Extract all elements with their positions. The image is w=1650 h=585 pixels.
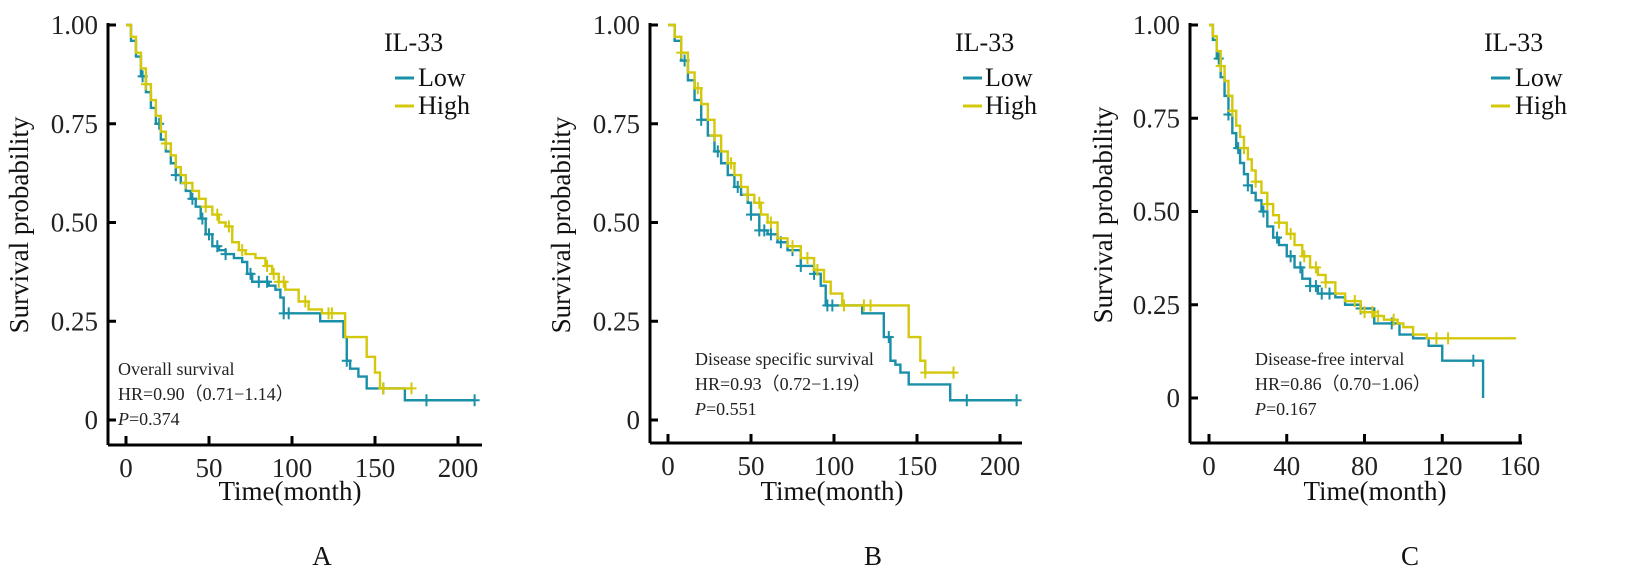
stats-annotation: Disease-free interval HR=0.86（0.70−1.06）…	[1254, 349, 1431, 419]
panel-label: B	[864, 541, 882, 571]
y-tick-label: 0.75	[1133, 103, 1180, 133]
annotation-hr: HR=0.93（0.72−1.19）	[695, 374, 871, 394]
p-label: P	[694, 399, 706, 419]
annotation-p: P=0.374	[117, 409, 180, 429]
y-axis-title: Survival probability	[546, 116, 576, 333]
legend: IL-33 Low High	[384, 28, 470, 120]
y-tick-label: 0.25	[1133, 290, 1180, 320]
annotation-title: Overall survival	[118, 359, 234, 379]
x-tick-label: 40	[1273, 451, 1300, 481]
y-tick-label: 0.25	[593, 306, 640, 336]
x-tick-label: 120	[1422, 451, 1463, 481]
legend-title: IL-33	[955, 28, 1014, 57]
km-curve-high	[126, 23, 412, 390]
legend: IL-33 Low High	[1484, 28, 1567, 120]
legend-label-high: High	[1515, 91, 1567, 120]
legend-label-low: Low	[985, 63, 1033, 92]
x-tick-label: 80	[1351, 451, 1378, 481]
annotation-title: Disease specific survival	[695, 349, 874, 369]
annotation-hr: HR=0.86（0.70−1.06）	[1255, 374, 1431, 394]
y-tick-label: 0	[85, 405, 99, 435]
y-tick-label: 1.00	[593, 10, 640, 40]
x-tick-label: 50	[738, 451, 765, 481]
x-tick-label: 200	[438, 453, 479, 483]
y-tick-label: 1.00	[1133, 10, 1180, 40]
y-tick-label: 0.50	[593, 208, 640, 238]
panel-label: A	[312, 541, 332, 571]
x-tick-label: 150	[355, 453, 396, 483]
y-tick-label: 0	[1167, 383, 1181, 413]
legend-title: IL-33	[1484, 28, 1543, 57]
panel-a: Survival probability Time(month) A IL-33…	[4, 10, 482, 571]
legend-label-low: Low	[1515, 63, 1563, 92]
p-value: =0.167	[1266, 399, 1317, 419]
x-tick-label: 100	[814, 451, 855, 481]
panel-b: Survival probability Time(month) B IL-33…	[546, 10, 1037, 571]
x-tick-label: 160	[1500, 451, 1541, 481]
x-tick-label: 100	[272, 453, 313, 483]
x-axis-title: Time(month)	[218, 476, 361, 506]
stats-annotation: Overall survival HR=0.90（0.71−1.14） P=0.…	[117, 359, 294, 429]
x-tick-label: 50	[196, 453, 223, 483]
y-tick-label: 0.25	[51, 306, 98, 336]
y-axis-title: Survival probability	[1088, 106, 1118, 323]
y-tick-label: 1.00	[51, 10, 98, 40]
p-label: P	[117, 409, 129, 429]
km-curve-low	[1209, 23, 1485, 398]
annotation-title: Disease-free interval	[1255, 349, 1404, 369]
legend-title: IL-33	[384, 28, 443, 57]
panel-label: C	[1401, 541, 1419, 571]
annotation-p: P=0.167	[1254, 399, 1317, 419]
x-tick-label: 0	[661, 451, 675, 481]
legend-label-high: High	[418, 91, 470, 120]
y-tick-label: 0	[627, 405, 641, 435]
x-axis-title: Time(month)	[1303, 476, 1446, 506]
legend-label-low: Low	[418, 63, 466, 92]
x-tick-label: 0	[1202, 451, 1216, 481]
x-tick-label: 150	[897, 451, 938, 481]
y-axis-title: Survival probability	[4, 116, 34, 333]
x-axis-title: Time(month)	[760, 476, 903, 506]
y-tick-label: 0.75	[593, 109, 640, 139]
y-tick-label: 0.50	[51, 208, 98, 238]
x-tick-label: 0	[119, 453, 133, 483]
km-curve-high	[668, 23, 954, 374]
legend: IL-33 Low High	[955, 28, 1037, 120]
annotation-hr: HR=0.90（0.71−1.14）	[118, 384, 294, 404]
x-tick-label: 200	[980, 451, 1021, 481]
y-tick-label: 0.75	[51, 109, 98, 139]
annotation-p: P=0.551	[694, 399, 757, 419]
p-value: =0.551	[706, 399, 757, 419]
panel-c: Survival probability Time(month) C IL-33…	[1088, 10, 1567, 571]
legend-label-high: High	[985, 91, 1037, 120]
y-tick-label: 0.50	[1133, 197, 1180, 227]
p-label: P	[1254, 399, 1266, 419]
stats-annotation: Disease specific survival HR=0.93（0.72−1…	[694, 349, 874, 419]
km-curve-low	[668, 23, 1017, 402]
p-value: =0.374	[129, 409, 180, 429]
